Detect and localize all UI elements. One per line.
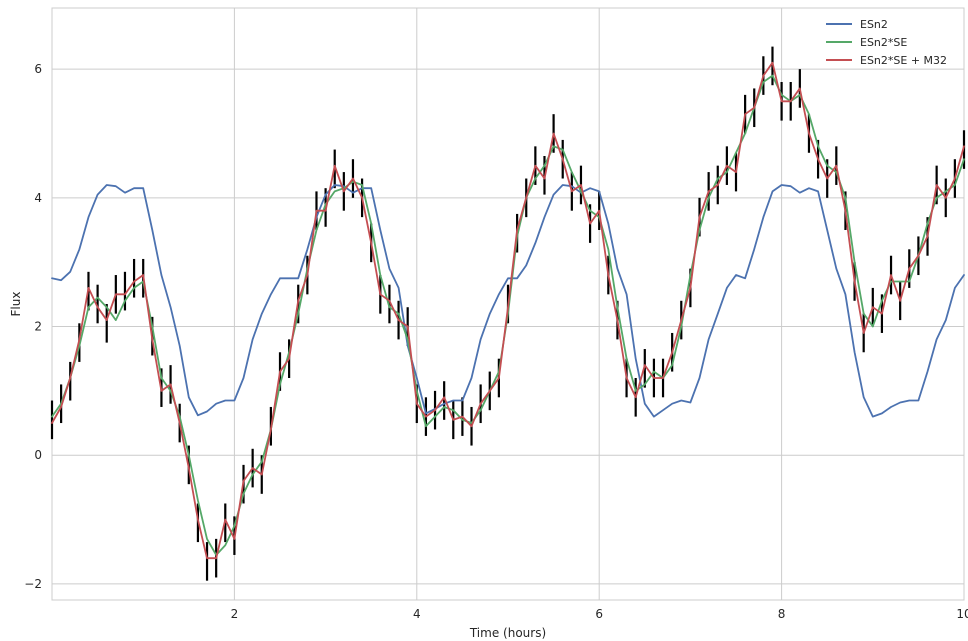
x-tick-label: 8 (778, 607, 786, 621)
legend-label: ESn2 (860, 18, 888, 31)
x-axis-label: Time (hours) (469, 626, 546, 640)
x-tick-label: 6 (595, 607, 603, 621)
series-lines (51, 61, 965, 560)
x-tick-label: 2 (231, 607, 239, 621)
x-tick-label: 4 (413, 607, 421, 621)
x-ticks: 2 4 6 8 10 (231, 607, 968, 621)
y-tick-label: 2 (34, 320, 42, 334)
legend-label: ESn2*SE (860, 36, 907, 49)
legend-label: ESn2*SE + M32 (860, 54, 947, 67)
y-tick-label: 0 (34, 448, 42, 462)
y-tick-label: 4 (34, 191, 42, 205)
y-tick-label: −2 (24, 577, 42, 591)
y-ticks: −2 0 2 4 6 (24, 62, 42, 591)
y-tick-label: 6 (34, 62, 42, 76)
y-axis-label: Flux (9, 292, 23, 317)
series-line (51, 61, 965, 560)
legend: ESn2 ESn2*SE ESn2*SE + M32 (826, 18, 947, 67)
x-tick-label: 10 (956, 607, 968, 621)
grid (52, 8, 965, 600)
series-line (51, 184, 965, 418)
